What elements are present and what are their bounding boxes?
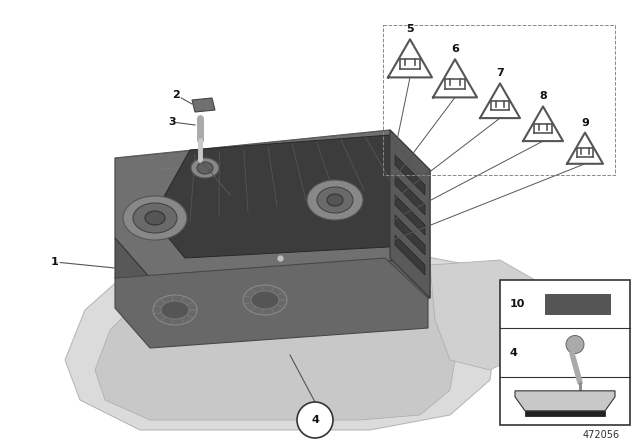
Polygon shape <box>95 278 460 420</box>
Polygon shape <box>515 391 615 411</box>
Ellipse shape <box>317 187 353 213</box>
Text: 7: 7 <box>496 69 504 78</box>
Text: 8: 8 <box>539 91 547 101</box>
Text: 9: 9 <box>581 118 589 128</box>
Bar <box>500 280 630 425</box>
Polygon shape <box>390 130 430 298</box>
Ellipse shape <box>197 162 213 174</box>
Ellipse shape <box>327 194 343 206</box>
Polygon shape <box>115 258 428 348</box>
Ellipse shape <box>123 196 187 240</box>
Text: 6: 6 <box>451 44 459 54</box>
Polygon shape <box>525 411 605 416</box>
Polygon shape <box>395 155 425 195</box>
Circle shape <box>566 336 584 353</box>
Polygon shape <box>152 135 425 258</box>
Bar <box>545 294 610 314</box>
Ellipse shape <box>191 158 219 178</box>
Text: 5: 5 <box>406 24 414 34</box>
Text: 2: 2 <box>172 90 180 100</box>
Ellipse shape <box>145 211 165 225</box>
Ellipse shape <box>251 291 279 309</box>
Polygon shape <box>115 258 430 318</box>
Ellipse shape <box>307 180 363 220</box>
Polygon shape <box>65 250 500 430</box>
Polygon shape <box>395 175 425 215</box>
Polygon shape <box>192 98 215 112</box>
Polygon shape <box>115 130 430 278</box>
Polygon shape <box>115 238 150 318</box>
Polygon shape <box>395 235 425 275</box>
Polygon shape <box>430 260 540 370</box>
Text: 1: 1 <box>51 257 59 267</box>
Text: 3: 3 <box>168 117 176 127</box>
Ellipse shape <box>161 301 189 319</box>
Text: 4: 4 <box>510 348 518 358</box>
Text: 472056: 472056 <box>583 430 620 440</box>
Polygon shape <box>395 215 425 255</box>
Ellipse shape <box>133 203 177 233</box>
Circle shape <box>297 402 333 438</box>
Polygon shape <box>395 195 425 235</box>
Text: 4: 4 <box>311 415 319 425</box>
Text: 10: 10 <box>510 299 525 309</box>
